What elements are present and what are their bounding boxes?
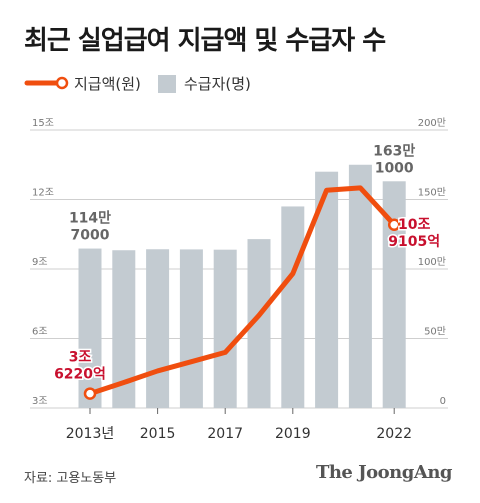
x-tick-label: 2019 [275,426,311,442]
legend-bar-label: 수급자(명) [184,75,251,93]
line-annotation: 9105억 [388,234,440,250]
right-tick-label: 150만 [418,187,446,199]
bar-annotation: 114만 [69,211,111,227]
legend-line-label: 지급액(원) [74,75,141,93]
bar [281,206,305,408]
chart-title: 최근 실업급여 지급액 및 수급자 수 [24,26,386,56]
left-tick-label: 6조 [32,327,48,338]
brand-logo: The JoongAng [315,462,453,483]
right-tick-label: 50만 [424,326,446,338]
bar [179,249,203,408]
bar [315,171,339,408]
left-tick-label: 12조 [32,188,54,199]
bar [146,249,170,408]
x-tick-label: 2022 [376,426,412,442]
left-tick-label: 9조 [32,257,48,268]
bar [112,250,136,408]
x-tick-label: 2017 [207,426,243,442]
line-annotation: 6220억 [54,367,106,383]
legend-line-swatch [24,76,69,90]
x-tick-label: 2015 [140,426,176,442]
series-line [87,185,397,397]
bar [382,181,406,408]
right-tick-label: 100만 [418,256,446,268]
bar [247,239,271,408]
bar [213,249,237,408]
source-note: 자료: 고용노동부 [24,471,117,486]
legend-bar-swatch [158,75,176,93]
line-annotation: 10조 [398,217,430,233]
line-point [387,218,401,232]
bar-annotation: 1000 [375,160,414,176]
right-tick-label: 200만 [418,117,446,129]
line-point [83,387,97,400]
bar-annotation: 163만 [373,143,415,159]
left-tick-label: 15조 [32,118,54,129]
bar [78,248,102,408]
bar-annotation: 7000 [71,228,110,244]
bar [348,164,372,408]
x-tick-label: 2013년 [66,426,115,442]
right-tick-label: 0 [440,396,446,407]
line-annotation: 3조 [69,350,92,366]
chart-area: 3조 6조 9조 12조 15조 0 50만 100만 150만 200만 2013년 2015 201… [30,117,448,442]
left-tick-label: 3조 [32,396,48,407]
